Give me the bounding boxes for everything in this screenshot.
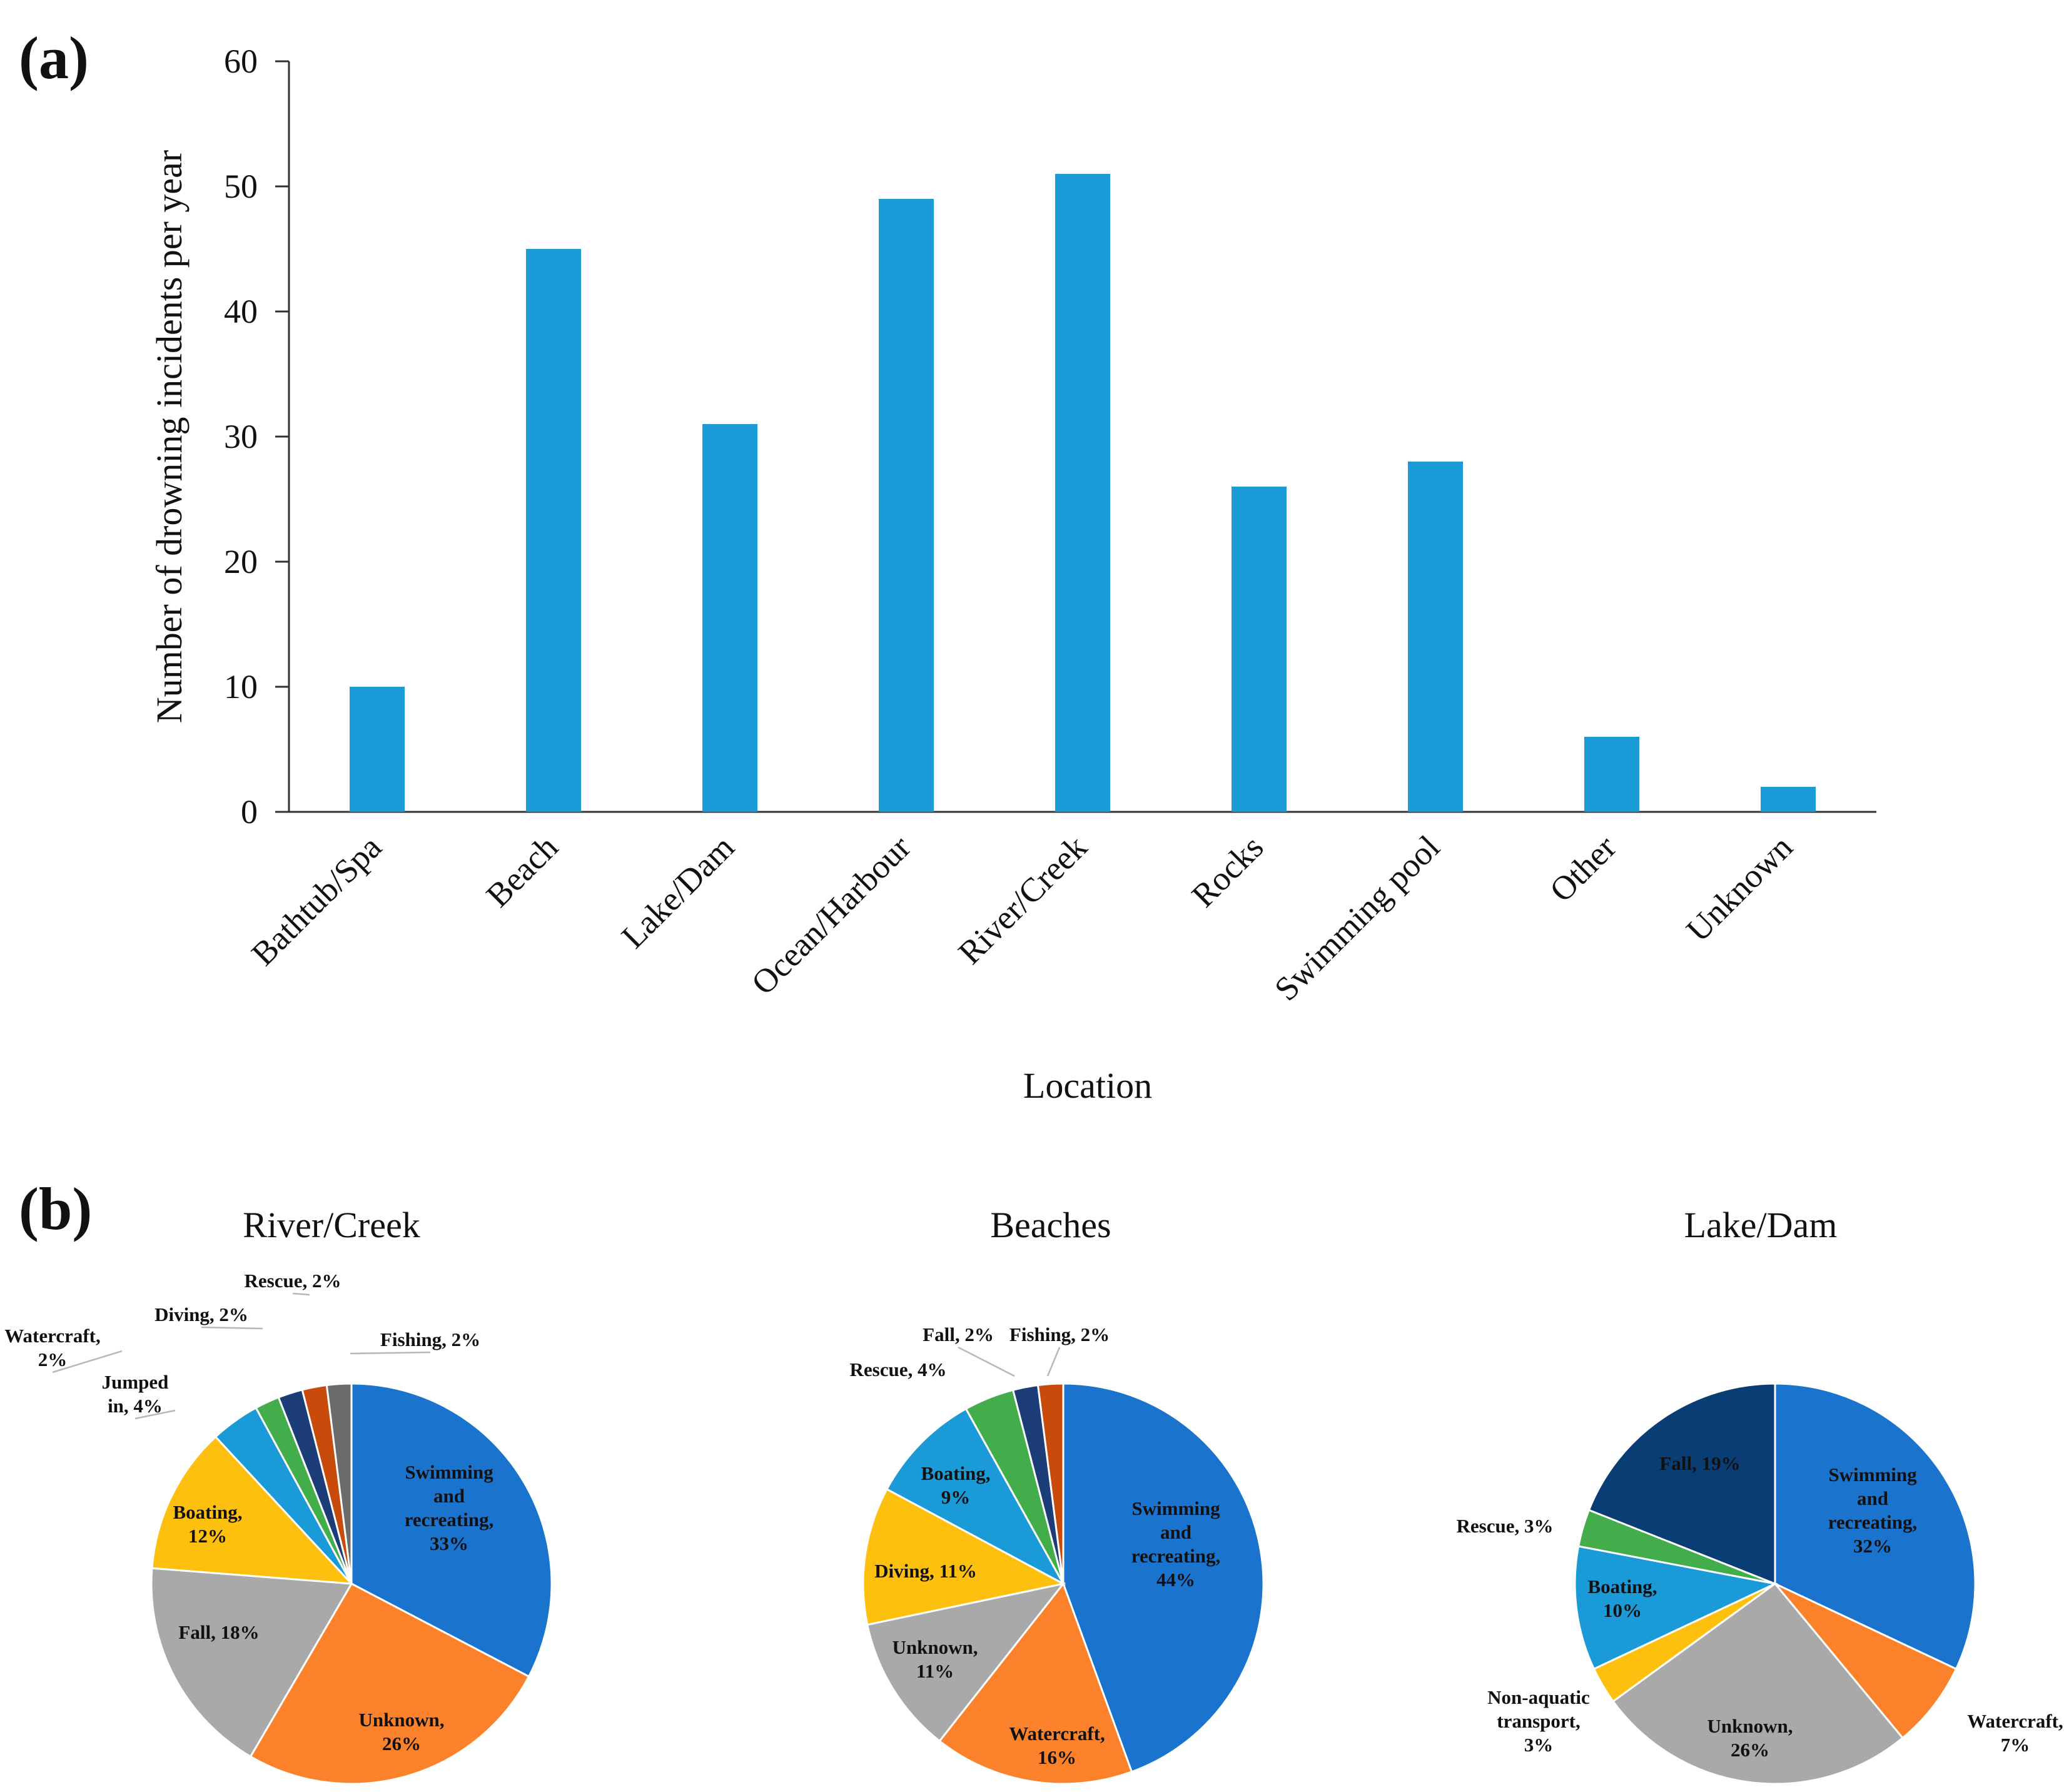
slice-label-swimming-and-recreating: Swimming and recreating, 33% [405, 1461, 494, 1554]
bar-chart: 0 10 20 30 40 50 60 Bathtub/Spa Beach Lake/Dam Oce… [149, 43, 1876, 1106]
slice-label-fall: Fall, 2% [923, 1324, 994, 1345]
slice-label-unknown: Unknown, 11% [893, 1636, 978, 1682]
slice-fishing [325, 1382, 353, 1584]
bar-bathtub-spa [350, 687, 405, 812]
leader-line [958, 1346, 1015, 1377]
panel-label-a: (a) [19, 24, 89, 91]
slice-fall [1587, 1382, 1776, 1586]
slice-label-rescue: Rescue, 2% [245, 1270, 341, 1292]
slice-label-fall: Fall, 18% [178, 1621, 259, 1643]
slice-label-rescue: Rescue, 3% [1457, 1515, 1554, 1537]
slice-label-boating: Boating, 12% [173, 1501, 242, 1547]
slice-label-unknown: Unknown, 26% [359, 1709, 445, 1754]
x-tick-label: River/Creek [951, 828, 1094, 971]
slice-swimming-and-recreating [1774, 1382, 1976, 1671]
pie-charts: River/Creek Swimming and recreating, 33% Unkn… [4, 1205, 2063, 1785]
leader-line [52, 1350, 123, 1374]
x-tick-label: Lake/Dam [614, 828, 742, 956]
y-tick-label: 40 [224, 293, 258, 330]
x-axis-title: Location [1023, 1065, 1152, 1106]
slice-label-diving: Diving, 2% [154, 1304, 248, 1325]
x-tick-label: Other [1542, 828, 1623, 909]
slice-label-non-aquatic-transport: Non-aquatic transport, 3% [1487, 1686, 1590, 1756]
slice-label-fall: Fall, 19% [1659, 1452, 1740, 1474]
slice-watercraft [938, 1581, 1133, 1785]
slice-label-fishing: Fishing, 2% [380, 1329, 480, 1350]
slice-fall [150, 1567, 353, 1758]
bar-other [1584, 737, 1639, 812]
leader-line [134, 1409, 176, 1420]
y-tick-label: 0 [241, 793, 258, 831]
bar-rocks [1232, 487, 1287, 812]
slice-label-watercraft: Watercraft, 7% [1967, 1710, 2063, 1756]
leader-line [1046, 1347, 1061, 1377]
pie-title: Lake/Dam [1684, 1205, 1838, 1245]
pie-river-creek: River/Creek Swimming and recreating, 33% Unkn… [4, 1205, 553, 1785]
panel-label-b: (b) [19, 1175, 92, 1242]
slice-label-boating: Boating, 9% [921, 1462, 990, 1508]
slice-unknown [1612, 1582, 1905, 1785]
y-tick-label: 60 [224, 43, 258, 80]
slice-label-jumped-in: Jumped in, 4% [102, 1371, 169, 1417]
slice-label-boating: Boating, 10% [1587, 1576, 1657, 1621]
bar-ocean-harbour [879, 199, 934, 812]
slice-swimming-and-recreating [1062, 1382, 1265, 1773]
y-tick-label: 50 [224, 168, 258, 205]
x-tick-label: Beach [479, 828, 565, 914]
leader-line [201, 1326, 263, 1330]
pie-title: River/Creek [243, 1205, 420, 1245]
x-tick-label: Ocean/Harbour [744, 828, 918, 1002]
y-axis-title: Number of drowning incidents per year [149, 150, 190, 723]
slice-unknown [249, 1582, 530, 1785]
slice-boating [151, 1435, 354, 1585]
y-tick-label: 10 [224, 668, 258, 706]
x-tick-label: Swimming pool [1267, 828, 1447, 1008]
slice-label-swimming-and-recreating: Swimming and recreating, 44% [1131, 1497, 1221, 1591]
slice-label-watercraft: Watercraft, 2% [4, 1325, 101, 1370]
slice-label-unknown: Unknown, 26% [1707, 1715, 1793, 1761]
bar-unknown [1761, 787, 1816, 812]
bar-river-creek [1055, 174, 1110, 812]
slice-boating [1574, 1545, 1778, 1671]
slice-watercraft [1774, 1582, 1958, 1739]
slice-label-watercraft: Watercraft, 16% [1009, 1723, 1105, 1768]
leader-line [292, 1292, 310, 1296]
slice-boating [885, 1407, 1066, 1586]
pie-title: Beaches [990, 1205, 1111, 1245]
slice-fishing [1036, 1382, 1065, 1584]
x-tick-label: Bathtub/Spa [244, 828, 388, 973]
slice-diving [862, 1487, 1066, 1626]
slice-label-fishing: Fishing, 2% [1009, 1324, 1110, 1345]
slice-label-diving: Diving, 11% [874, 1560, 977, 1582]
y-tick-label: 20 [224, 543, 258, 580]
slice-label-swimming-and-recreating: Swimming and recreating, 32% [1828, 1464, 1918, 1557]
bar-swimming-pool [1408, 462, 1463, 812]
bar-lake-dam [702, 424, 757, 812]
bar-beach [526, 249, 581, 812]
slice-swimming-and-recreating [350, 1382, 553, 1678]
slice-unknown [866, 1582, 1066, 1743]
x-tick-label: Rocks [1185, 828, 1271, 914]
y-tick-label: 30 [224, 418, 258, 455]
pie-beaches: Beaches Swimming and recreating, 44% Watercra… [850, 1205, 1265, 1785]
x-tick-label: Unknown [1679, 828, 1799, 949]
slice-label-rescue: Rescue, 4% [850, 1359, 947, 1380]
leader-line [350, 1351, 431, 1355]
pie-lake-dam: Lake/Dam Swimming and recreating, 32% Watercr… [1457, 1205, 2063, 1785]
